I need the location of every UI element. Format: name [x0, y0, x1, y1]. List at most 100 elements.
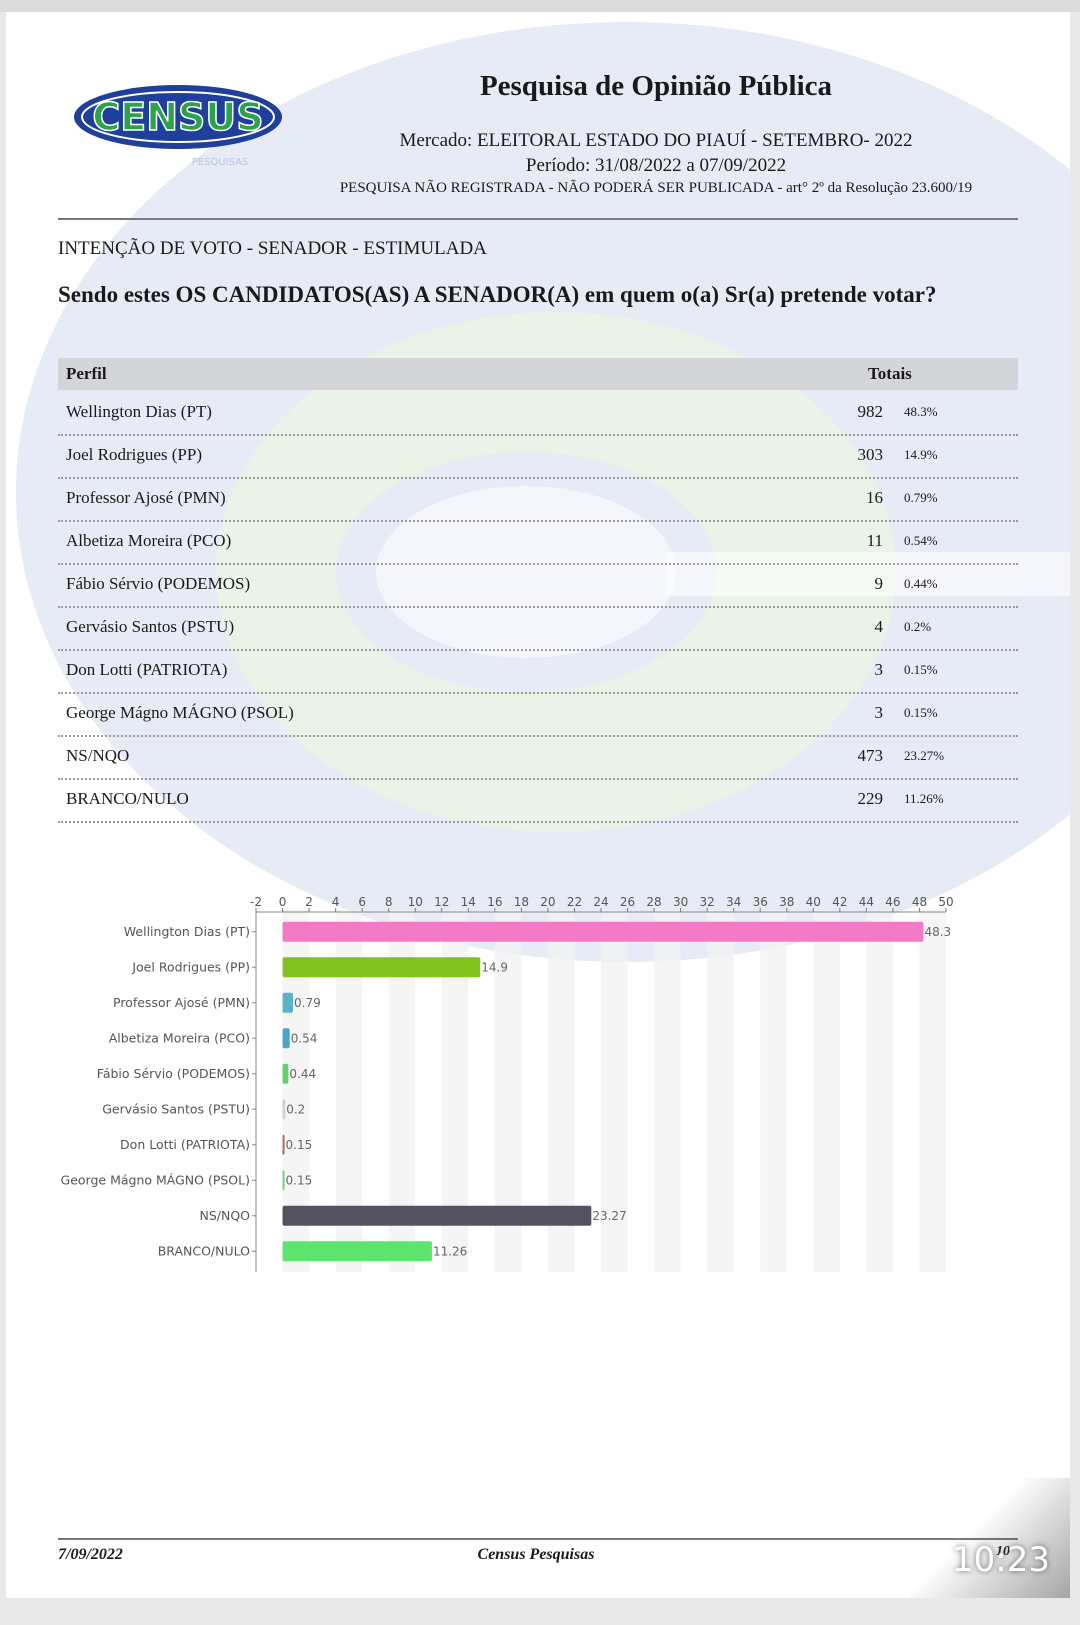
table-row: Fábio Sérvio (PODEMOS) 9 0.44%: [58, 562, 1018, 608]
section-title: INTENÇÃO DE VOTO - SENADOR - ESTIMULADA: [58, 238, 487, 259]
x-tick-label: 44: [859, 895, 874, 909]
x-tick-label: 38: [779, 895, 794, 909]
category-label: Wellington Dias (PT): [124, 924, 250, 939]
candidate-name: Gervásio Santos (PSTU): [66, 617, 235, 636]
x-tick-label: 10: [408, 895, 423, 909]
vote-count: 229: [857, 789, 884, 808]
x-tick-label: 26: [620, 895, 635, 909]
bar: [282, 1063, 289, 1084]
x-tick-label: -2: [250, 895, 262, 909]
x-tick-label: 30: [673, 895, 688, 909]
vote-count: 982: [857, 402, 884, 421]
data-label: 14.9: [481, 960, 508, 974]
vote-percent: 23.27%: [904, 748, 945, 763]
page-curl-shadow: [910, 1478, 1070, 1598]
grid-band: [707, 910, 734, 1272]
bar: [282, 1170, 285, 1191]
grid-band: [919, 910, 946, 1272]
candidate-name: Don Lotti (PATRIOTA): [66, 660, 228, 679]
bar: [282, 1205, 592, 1226]
survey-question: Sendo estes OS CANDIDATOS(AS) A SENADOR(…: [58, 282, 937, 307]
table-row: Don Lotti (PATRIOTA) 3 0.15%: [58, 648, 1018, 694]
candidate-name: BRANCO/NULO: [66, 789, 189, 808]
category-label: Albetiza Moreira (PCO): [109, 1030, 250, 1045]
x-tick-label: 36: [753, 895, 768, 909]
table-row: Gervásio Santos (PSTU) 4 0.2%: [58, 605, 1018, 651]
bar: [282, 1134, 285, 1155]
bar: [282, 957, 481, 978]
registration-notice: PESQUISA NÃO REGISTRADA - NÃO PODERÁ SER…: [339, 180, 973, 196]
category-label: Gervásio Santos (PSTU): [102, 1101, 250, 1116]
table-row: George Mágno MÁGNO (PSOL) 3 0.15%: [58, 691, 1018, 737]
top-edge: [0, 0, 1080, 12]
x-tick-label: 6: [358, 895, 366, 909]
table-row: Albetiza Moreira (PCO) 11 0.54%: [58, 519, 1018, 565]
x-tick-label: 16: [487, 895, 502, 909]
table-row: Wellington Dias (PT) 982 48.3%: [58, 390, 1018, 436]
data-label: 0.44: [289, 1067, 316, 1081]
vote-count: 4: [874, 617, 884, 636]
x-tick-label: 40: [806, 895, 821, 909]
category-label: Joel Rodrigues (PP): [131, 959, 250, 974]
vote-percent: 0.79%: [904, 490, 938, 505]
category-label: George Mágno MÁGNO (PSOL): [61, 1172, 250, 1187]
vote-count: 11: [866, 531, 883, 550]
x-tick-label: 20: [540, 895, 555, 909]
grid-band: [760, 910, 787, 1272]
header-divider: [58, 218, 1018, 220]
category-label: BRANCO/NULO: [158, 1243, 250, 1258]
x-tick-label: 46: [885, 895, 900, 909]
grid-band: [601, 910, 628, 1272]
category-label: NS/NQO: [199, 1208, 250, 1223]
vote-percent: 0.2%: [904, 619, 932, 634]
bar: [282, 992, 294, 1013]
data-label: 48.3: [924, 925, 951, 939]
vote-percent: 0.15%: [904, 705, 938, 720]
x-tick-label: 18: [514, 895, 529, 909]
census-logo: CENSUS PESQUISAS: [74, 85, 282, 168]
vote-percent: 0.54%: [904, 533, 938, 548]
market-line: Mercado: ELEITORAL ESTADO DO PIAUÍ - SET…: [399, 130, 913, 151]
table-row: NS/NQO 473 23.27%: [58, 734, 1018, 780]
x-tick-label: 42: [832, 895, 847, 909]
census-watermark: [16, 22, 1070, 962]
candidate-name: Fábio Sérvio (PODEMOS): [66, 574, 251, 593]
table-row: Professor Ajosé (PMN) 16 0.79%: [58, 476, 1018, 522]
bar: [282, 1099, 286, 1120]
table-row: Joel Rodrigues (PP) 303 14.9%: [58, 433, 1018, 479]
candidate-name: George Mágno MÁGNO (PSOL): [66, 703, 294, 722]
grid-band: [813, 910, 840, 1272]
bar: [282, 1241, 432, 1262]
category-label: Fábio Sérvio (PODEMOS): [97, 1066, 250, 1081]
data-label: 0.15: [286, 1138, 313, 1152]
x-tick-label: 48: [912, 895, 927, 909]
grid-band: [866, 910, 893, 1272]
footer-date: 7/09/2022: [58, 1546, 123, 1563]
vote-percent: 14.9%: [904, 447, 938, 462]
status-clock: 10:23: [952, 1540, 1050, 1580]
column-header-totals: Totais: [868, 364, 912, 383]
data-label: 0.54: [291, 1031, 318, 1045]
period-line: Período: 31/08/2022 a 07/09/2022: [525, 155, 787, 176]
data-label: 0.15: [286, 1173, 313, 1187]
x-tick-label: 22: [567, 895, 582, 909]
x-tick-label: 4: [332, 895, 340, 909]
x-tick-label: 8: [385, 895, 393, 909]
logo-text: CENSUS: [92, 95, 263, 139]
candidate-name: Wellington Dias (PT): [66, 402, 212, 421]
logo-subtext: PESQUISAS: [192, 157, 249, 168]
table-row: BRANCO/NULO 229 11.26%: [58, 777, 1018, 823]
data-label: 23.27: [592, 1209, 626, 1223]
data-label: 0.2: [286, 1102, 305, 1116]
x-tick-label: 24: [593, 895, 608, 909]
report-title: Pesquisa de Opinião Pública: [479, 70, 833, 102]
x-tick-label: 50: [938, 895, 953, 909]
grid-band: [654, 910, 681, 1272]
vote-count: 16: [866, 488, 883, 507]
bar: [282, 1028, 290, 1049]
data-label: 11.26: [433, 1244, 467, 1258]
document-page: CENSUS PESQUISAS Pesquisa de Opinião Púb…: [6, 12, 1070, 1598]
x-tick-label: 2: [305, 895, 313, 909]
vote-count: 473: [857, 746, 884, 765]
vote-percent: 0.15%: [904, 662, 938, 677]
